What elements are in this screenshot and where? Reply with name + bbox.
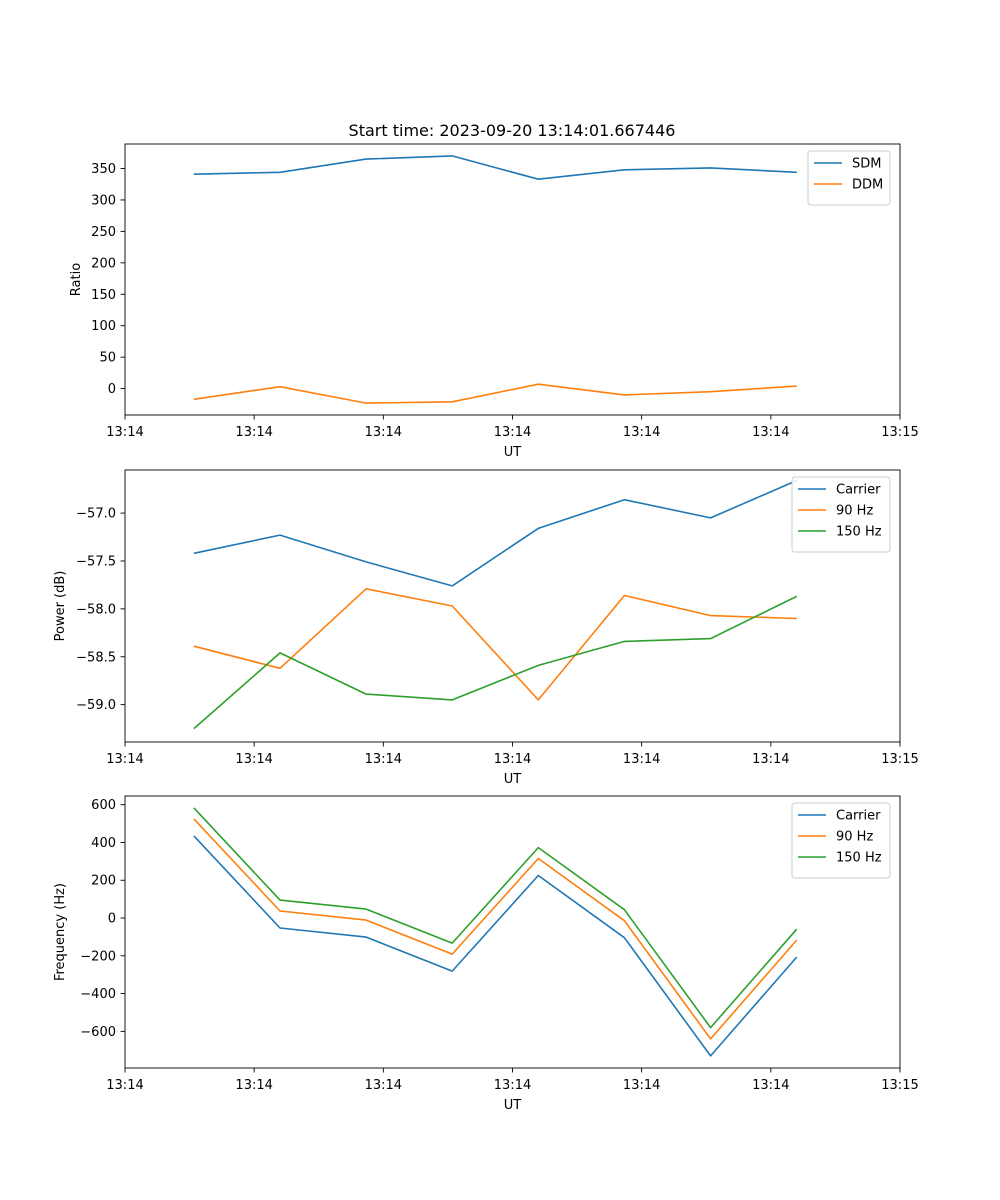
x-tick-label: 13:14 [365,425,402,440]
y-tick-label: 300 [91,193,116,208]
series-line-carrier [193,479,798,587]
power-panel: 13:14 13:14 13:14 13:14 13:14 13:14 13:15 −59.0… [53,469,919,787]
series-line-carrier [193,835,798,1057]
x-tick-label: 13:14 [235,1078,272,1093]
x-tick-label: 13:14 [494,425,531,440]
y-axis-label: Ratio [69,263,84,296]
y-axis-label: Power (dB) [53,571,68,642]
series-line-150-hz [193,595,798,730]
legend-label: Carrier [836,483,881,498]
y-tick-label: −600 [80,1025,116,1040]
legend-box [791,476,891,553]
x-tick-label: 13:14 [623,752,660,767]
x-axis-label: UT [504,1098,522,1113]
x-tick-label: 13:14 [752,425,789,440]
y-tick-label: −59.0 [76,698,116,713]
ratio-panel: 13:14 13:14 13:14 13:14 13:14 13:14 13:15 0 50 10… [69,143,919,460]
series-line-150-hz [193,807,798,1029]
figure-title: Start time: 2023-09-20 13:14:01.667446 [349,121,676,140]
x-tick-label: 13:14 [235,752,272,767]
legend-label: Carrier [836,809,881,824]
series-line-90-hz [193,587,797,701]
x-tick-label: 13:15 [881,752,918,767]
y-tick-label: −58.5 [76,650,116,665]
x-tick-label: 13:15 [881,1078,918,1093]
y-tick-label: 200 [91,874,116,889]
legend-box [807,150,891,206]
y-tick-label: 0 [108,912,116,927]
legend-label: 90 Hz [836,830,873,845]
y-tick-label: 250 [91,225,116,240]
y-tick-label: 400 [91,836,116,851]
x-tick-label: 13:14 [106,1078,143,1093]
y-tick-label: −58.0 [76,602,116,617]
x-tick-label: 13:14 [752,752,789,767]
x-tick-label: 13:14 [494,752,531,767]
x-axis-label: UT [504,772,522,787]
y-tick-label: 200 [91,256,116,271]
x-tick-label: 13:14 [752,1078,789,1093]
frequency-panel: 13:14 13:14 13:14 13:14 13:14 13:14 13:15 −600 −… [53,795,919,1113]
y-tick-label: −57.5 [76,554,116,569]
x-tick-label: 13:14 [623,425,660,440]
series-line-90-hz [193,818,798,1040]
x-tick-label: 13:14 [235,425,272,440]
y-tick-label: −400 [80,987,116,1002]
y-tick-label: 100 [91,319,116,334]
series-line-sdm [193,155,797,180]
x-tick-label: 13:14 [106,425,143,440]
y-tick-label: 50 [99,351,116,366]
y-tick-label: 0 [108,382,116,397]
legend-label: 150 Hz [836,525,882,540]
x-tick-label: 13:14 [106,752,143,767]
y-tick-label: −200 [80,949,116,964]
x-tick-label: 13:14 [494,1078,531,1093]
x-tick-label: 13:14 [623,1078,660,1093]
y-tick-label: −57.0 [76,507,116,522]
y-tick-label: 350 [91,162,116,177]
legend-label: 90 Hz [836,504,873,519]
y-axis-label: Frequency (Hz) [53,883,68,981]
x-tick-label: 13:15 [881,425,918,440]
legend-label: DDM [852,178,883,193]
series-line-ddm [193,383,797,404]
x-tick-label: 13:14 [365,752,402,767]
legend-label: SDM [852,157,881,172]
x-axis-label: UT [504,445,522,460]
legend-label: 150 Hz [836,851,882,866]
legend-box [791,802,891,879]
x-tick-label: 13:14 [365,1078,402,1093]
y-tick-label: 600 [91,798,116,813]
y-tick-label: 150 [91,288,116,303]
